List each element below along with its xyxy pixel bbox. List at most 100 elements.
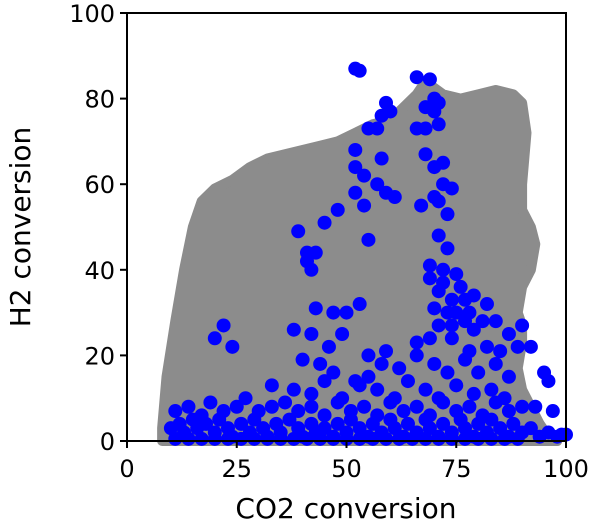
data-point <box>431 284 446 299</box>
data-point <box>212 412 227 427</box>
data-point <box>247 431 262 446</box>
data-point <box>396 404 411 419</box>
data-point <box>317 421 332 436</box>
data-point <box>392 431 407 446</box>
data-point <box>436 155 451 170</box>
data-point <box>234 416 249 431</box>
data-point <box>440 207 455 222</box>
data-point <box>229 399 244 414</box>
data-point <box>357 399 372 414</box>
data-point <box>479 339 494 354</box>
data-point <box>466 288 481 303</box>
data-point <box>383 395 398 410</box>
data-point <box>440 365 455 380</box>
data-point <box>308 245 323 260</box>
data-point <box>264 399 279 414</box>
data-points <box>163 61 573 446</box>
data-point <box>348 185 363 200</box>
data-point <box>361 348 376 363</box>
data-point <box>471 365 486 380</box>
data-point <box>370 382 385 397</box>
data-point <box>295 352 310 367</box>
feasible-region-area <box>157 76 563 446</box>
data-point <box>216 318 231 333</box>
data-point <box>444 331 459 346</box>
data-point <box>497 431 512 446</box>
data-point <box>458 314 473 329</box>
data-point <box>199 416 214 431</box>
data-point <box>449 378 464 393</box>
data-point <box>379 431 394 446</box>
data-point <box>510 431 525 446</box>
data-point <box>418 147 433 162</box>
data-point <box>339 431 354 446</box>
x-tick-label: 50 <box>331 455 362 483</box>
data-point <box>238 391 253 406</box>
data-point <box>431 194 446 209</box>
data-point <box>317 215 332 230</box>
data-point <box>260 431 275 446</box>
data-point <box>431 228 446 243</box>
data-point <box>326 305 341 320</box>
x-tick-label: 25 <box>221 455 252 483</box>
data-point <box>409 348 424 363</box>
y-axis-ticks: 0 20 40 60 80 100 <box>69 0 127 456</box>
data-point <box>427 301 442 316</box>
data-point <box>339 305 354 320</box>
data-point <box>357 168 372 183</box>
data-point <box>488 356 503 371</box>
data-point <box>545 404 560 419</box>
data-point <box>326 431 341 446</box>
data-point <box>207 431 222 446</box>
data-point <box>379 344 394 359</box>
data-point <box>466 386 481 401</box>
data-point <box>387 190 402 205</box>
data-point <box>304 327 319 341</box>
data-point <box>541 374 556 389</box>
data-point <box>352 63 367 78</box>
y-tick-label: 80 <box>84 86 115 114</box>
data-point <box>523 421 538 436</box>
data-point <box>304 386 319 401</box>
data-point <box>523 339 538 354</box>
data-point <box>286 382 301 397</box>
data-point <box>444 181 459 196</box>
data-point <box>409 121 424 136</box>
data-point <box>278 395 293 410</box>
data-point <box>264 378 279 393</box>
data-point <box>493 421 508 436</box>
data-point <box>422 72 437 87</box>
data-point <box>365 416 380 431</box>
data-point <box>405 431 420 446</box>
data-point <box>515 318 530 333</box>
data-point <box>282 412 297 427</box>
data-point <box>493 344 508 359</box>
data-point <box>449 305 464 320</box>
data-point <box>286 322 301 337</box>
data-point <box>291 224 306 239</box>
data-point <box>304 399 319 414</box>
data-point <box>361 232 376 247</box>
data-point <box>348 160 363 175</box>
data-point <box>326 365 341 380</box>
data-point <box>370 177 385 192</box>
data-point <box>422 421 437 436</box>
data-point <box>458 352 473 367</box>
data-point <box>330 395 345 410</box>
y-tick-label: 0 <box>100 428 115 456</box>
y-axis-label: H2 conversion <box>4 127 37 328</box>
data-point <box>308 301 323 316</box>
data-point <box>299 431 314 446</box>
data-point <box>431 318 446 333</box>
data-point <box>475 314 490 329</box>
data-point <box>515 399 530 414</box>
data-point <box>291 404 306 419</box>
data-point <box>431 431 446 446</box>
data-point <box>352 421 367 436</box>
data-point <box>466 322 481 337</box>
y-tick-label: 100 <box>69 0 115 28</box>
data-point <box>317 408 332 423</box>
feasible-region <box>157 76 563 446</box>
data-point <box>501 327 516 341</box>
